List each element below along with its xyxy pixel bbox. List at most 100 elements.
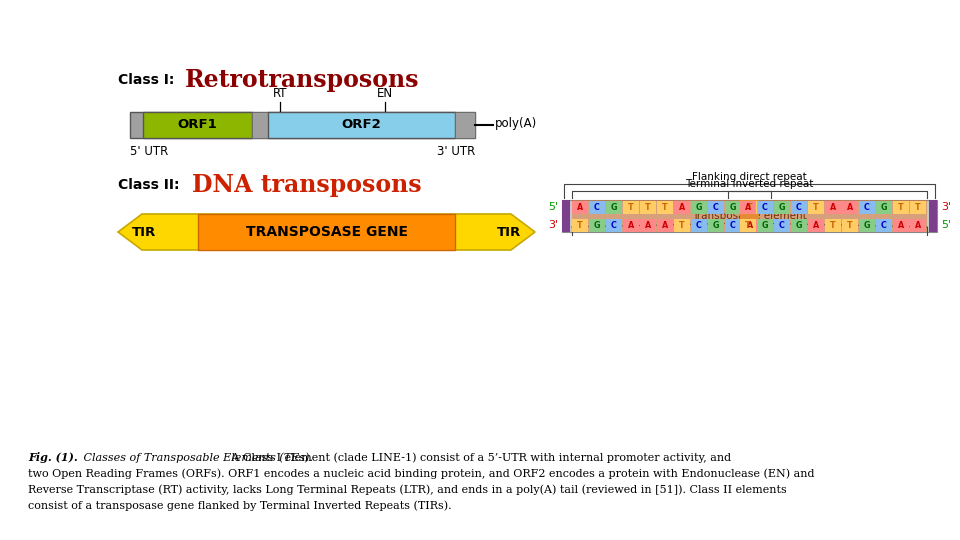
Text: C: C bbox=[780, 220, 785, 230]
Text: G: G bbox=[712, 220, 719, 230]
Text: ORF2: ORF2 bbox=[342, 118, 381, 132]
Text: EN: EN bbox=[377, 87, 393, 100]
Bar bbox=[742, 200, 758, 213]
Bar bbox=[740, 219, 756, 232]
Bar bbox=[774, 219, 790, 232]
Bar bbox=[708, 200, 724, 213]
Text: 5': 5' bbox=[941, 220, 951, 230]
Text: G: G bbox=[593, 220, 600, 230]
Bar bbox=[657, 219, 673, 232]
Text: C: C bbox=[730, 220, 736, 230]
Text: G: G bbox=[864, 220, 871, 230]
Text: G: G bbox=[730, 202, 736, 212]
Bar bbox=[455, 112, 475, 138]
Bar bbox=[589, 219, 605, 232]
Text: Reverse Transcriptase (RT) activity, lacks Long Terminal Repeats (LTR), and ends: Reverse Transcriptase (RT) activity, lac… bbox=[28, 484, 787, 495]
Bar bbox=[252, 112, 268, 138]
Bar bbox=[589, 200, 605, 213]
Text: TIR: TIR bbox=[497, 226, 521, 239]
Text: T: T bbox=[645, 202, 651, 212]
Bar bbox=[623, 200, 639, 213]
Bar bbox=[691, 200, 707, 213]
Bar bbox=[742, 219, 758, 232]
Bar bbox=[143, 112, 252, 138]
Text: poly(A): poly(A) bbox=[495, 118, 538, 131]
Text: C: C bbox=[594, 202, 600, 212]
Text: Retrotransposons: Retrotransposons bbox=[185, 68, 420, 92]
Bar bbox=[876, 219, 892, 232]
Bar bbox=[572, 200, 588, 213]
Text: T: T bbox=[899, 202, 903, 212]
Bar bbox=[842, 219, 858, 232]
Text: A: A bbox=[645, 220, 651, 230]
Bar bbox=[130, 112, 475, 138]
Text: A: A bbox=[679, 202, 685, 212]
Bar bbox=[572, 200, 759, 232]
Bar bbox=[893, 200, 909, 213]
Text: A: A bbox=[577, 202, 583, 212]
Bar bbox=[740, 200, 927, 232]
Bar bbox=[268, 112, 455, 138]
Bar bbox=[808, 219, 824, 232]
Text: C: C bbox=[696, 220, 702, 230]
Text: C: C bbox=[864, 202, 870, 212]
Text: T: T bbox=[915, 202, 921, 212]
Text: A: A bbox=[813, 220, 819, 230]
Text: C: C bbox=[612, 220, 617, 230]
Bar bbox=[791, 200, 807, 213]
Text: 5': 5' bbox=[548, 202, 558, 212]
Text: Class I:: Class I: bbox=[118, 73, 180, 87]
Text: TIR: TIR bbox=[132, 226, 156, 239]
Text: 5' UTR: 5' UTR bbox=[130, 145, 168, 158]
Text: consist of a transposase gene flanked by Terminal Inverted Repeats (TIRs).: consist of a transposase gene flanked by… bbox=[28, 500, 451, 510]
Bar bbox=[808, 200, 824, 213]
Bar bbox=[198, 214, 455, 250]
Bar bbox=[825, 219, 841, 232]
Bar bbox=[674, 200, 690, 213]
Text: T: T bbox=[830, 220, 836, 230]
Text: T: T bbox=[745, 220, 751, 230]
Bar bbox=[791, 219, 807, 232]
Bar bbox=[774, 200, 790, 213]
Text: A Class I element (clade LINE-1) consist of a 5’-UTR with internal promoter acti: A Class I element (clade LINE-1) consist… bbox=[228, 452, 732, 463]
Bar bbox=[606, 200, 622, 213]
Text: Classes of Transposable Elements (TEs).: Classes of Transposable Elements (TEs). bbox=[80, 452, 313, 463]
Text: T: T bbox=[813, 202, 819, 212]
Bar bbox=[562, 200, 570, 232]
Bar bbox=[876, 200, 892, 213]
Text: T: T bbox=[662, 202, 668, 212]
Text: two Open Reading Frames (ORFs). ORF1 encodes a nucleic acid binding protein, and: two Open Reading Frames (ORFs). ORF1 enc… bbox=[28, 468, 814, 478]
Bar bbox=[910, 200, 926, 213]
Text: G: G bbox=[779, 202, 785, 212]
Bar bbox=[842, 200, 858, 213]
Bar bbox=[674, 219, 690, 232]
Text: A: A bbox=[628, 220, 635, 230]
Bar bbox=[657, 200, 673, 213]
Text: G: G bbox=[696, 202, 703, 212]
Bar bbox=[725, 219, 741, 232]
Bar bbox=[725, 200, 741, 213]
Text: ORF1: ORF1 bbox=[178, 118, 217, 132]
Bar bbox=[623, 219, 639, 232]
Bar bbox=[572, 219, 588, 232]
Text: G: G bbox=[796, 220, 803, 230]
Bar bbox=[825, 200, 841, 213]
Bar bbox=[757, 200, 773, 213]
Bar bbox=[740, 200, 759, 232]
Text: Terminal inverted repeat: Terminal inverted repeat bbox=[685, 179, 814, 189]
Polygon shape bbox=[118, 214, 535, 250]
Text: Flanking direct repeat: Flanking direct repeat bbox=[692, 172, 806, 182]
Text: C: C bbox=[796, 202, 802, 212]
Text: A: A bbox=[898, 220, 904, 230]
Bar bbox=[757, 219, 773, 232]
Bar bbox=[640, 219, 656, 232]
Text: C: C bbox=[881, 220, 887, 230]
Text: T: T bbox=[577, 220, 583, 230]
Text: Transposable element: Transposable element bbox=[692, 211, 806, 221]
Text: 3': 3' bbox=[941, 202, 951, 212]
Text: G: G bbox=[761, 220, 768, 230]
Text: Class II:: Class II: bbox=[118, 178, 180, 192]
Text: T: T bbox=[747, 202, 753, 212]
Bar bbox=[708, 219, 724, 232]
Text: DNA transposons: DNA transposons bbox=[192, 173, 421, 197]
